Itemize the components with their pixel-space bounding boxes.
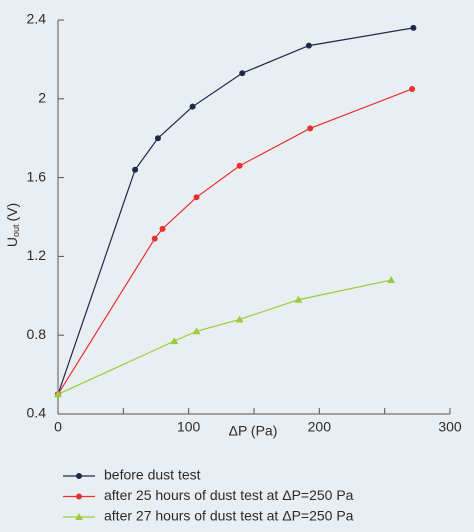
marker — [170, 337, 179, 345]
x-tick-label: 0 — [54, 419, 62, 435]
y-tick-label: 1.2 — [27, 247, 47, 263]
x-tick-label: 100 — [177, 419, 201, 435]
marker — [159, 225, 166, 232]
y-axis-label: Uout (V) — [4, 203, 22, 247]
legend-label: after 27 hours of dust test at ΔP=250 Pa — [104, 508, 354, 524]
marker — [239, 70, 246, 77]
marker — [307, 125, 314, 132]
x-tick-label: 300 — [438, 419, 462, 435]
y-label-unit: (V) — [4, 203, 20, 222]
y-tick-label: 0.4 — [27, 405, 47, 421]
marker — [236, 162, 243, 169]
marker — [387, 276, 396, 284]
marker — [151, 235, 158, 242]
marker — [410, 24, 417, 31]
y-tick-label: 1.6 — [27, 168, 47, 184]
legend-marker — [76, 493, 82, 500]
legend-label: after 25 hours of dust test at ΔP=250 Pa — [104, 487, 354, 503]
marker — [193, 194, 200, 201]
marker — [192, 327, 201, 335]
x-tick-label: 200 — [308, 419, 332, 435]
marker — [409, 85, 416, 92]
legend-label: before dust test — [104, 467, 201, 483]
y-label-main: U — [4, 237, 20, 247]
marker — [189, 103, 196, 110]
marker — [54, 390, 62, 398]
marker — [305, 42, 312, 49]
legend-marker — [75, 513, 83, 520]
y-tick-label: 2.4 — [27, 11, 47, 27]
marker — [294, 295, 303, 303]
y-label-sub: out — [11, 224, 21, 237]
x-axis-label: ΔP (Pa) — [229, 423, 278, 439]
y-tick-label: 2 — [38, 90, 46, 106]
marker — [132, 166, 139, 173]
legend-marker — [76, 473, 82, 479]
marker — [235, 315, 244, 323]
y-tick-label: 0.8 — [27, 326, 47, 342]
marker — [154, 135, 161, 142]
series-line — [57, 279, 392, 395]
